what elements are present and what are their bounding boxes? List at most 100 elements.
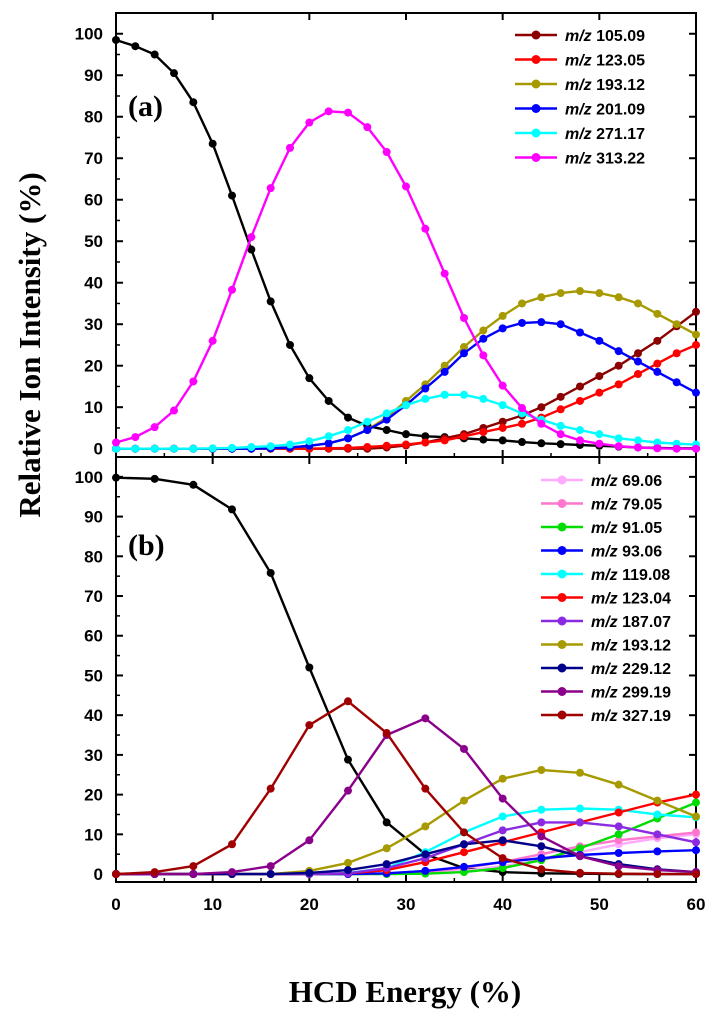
data-point [634, 443, 642, 452]
data-point [421, 714, 430, 723]
data-point [479, 394, 488, 403]
data-point [382, 415, 391, 424]
data-point [576, 804, 584, 813]
x-tick-label: 40 [493, 895, 512, 914]
y-tick-label: 40 [84, 274, 103, 293]
legend-marker [557, 616, 567, 626]
data-point [498, 311, 507, 320]
legend-marker [531, 104, 541, 113]
data-point [402, 430, 410, 439]
legend-label: m/z 93.06 [591, 544, 662, 561]
data-point [479, 435, 488, 444]
data-point [170, 69, 178, 78]
data-point [402, 401, 410, 410]
data-point [421, 224, 430, 233]
data-point [498, 436, 507, 445]
data-point [692, 870, 700, 879]
data-point [150, 50, 159, 59]
series-187-07 [112, 818, 700, 879]
data-point [653, 870, 662, 879]
panel-b: 0 10 20 30 40 50 60 70 80 90 100 0 10 20 30 40 50 60 (b) m/… [75, 456, 705, 914]
y-tick-label: 70 [84, 587, 103, 606]
data-point [266, 568, 275, 577]
data-point [576, 382, 584, 391]
data-point [614, 434, 623, 443]
data-point [498, 324, 507, 333]
y-tick-label: 80 [84, 108, 103, 127]
data-point [131, 444, 140, 453]
y-tick-label: 10 [84, 398, 103, 417]
data-point [189, 862, 198, 871]
data-point [189, 870, 198, 879]
data-point [537, 765, 546, 774]
data-point [208, 444, 217, 453]
data-point [344, 786, 352, 795]
legend-entry: m/z 187.07 [541, 614, 671, 631]
data-point [653, 810, 662, 819]
y-tick-label: 90 [84, 66, 103, 85]
data-point [653, 367, 662, 376]
data-point [440, 390, 449, 399]
data-point [498, 381, 507, 390]
legend-entry: m/z 271.17 [515, 126, 645, 143]
y-tick-label: 100 [75, 468, 103, 487]
data-point [498, 812, 507, 821]
panel-label: (a) [128, 90, 163, 123]
legend-label: m/z 123.04 [591, 591, 671, 608]
legend-marker [531, 153, 541, 162]
series-327-19 [112, 697, 700, 879]
x-tick-label: 50 [590, 895, 609, 914]
data-point [460, 828, 468, 837]
data-point [614, 862, 623, 871]
data-point [556, 289, 565, 298]
data-point [382, 860, 391, 869]
data-point [440, 361, 449, 370]
data-point [576, 396, 584, 405]
data-point [382, 426, 391, 435]
data-point [344, 866, 352, 875]
y-tick-label: 50 [84, 232, 103, 251]
data-point [479, 326, 488, 335]
data-point [208, 139, 217, 148]
data-point [344, 426, 352, 435]
data-point [614, 361, 623, 370]
data-point [634, 349, 642, 358]
data-point [460, 848, 468, 857]
data-point [595, 289, 604, 298]
series-line [116, 320, 697, 450]
legend-marker [557, 569, 567, 579]
data-point [653, 444, 662, 453]
data-point [402, 182, 410, 191]
data-point [614, 836, 623, 845]
data-point [344, 697, 352, 706]
data-point [402, 440, 410, 449]
y-tick-label: 100 [75, 25, 103, 44]
data-point [421, 438, 430, 447]
data-point [576, 852, 584, 861]
data-point [692, 444, 700, 453]
data-point [498, 864, 507, 873]
data-point [518, 299, 526, 308]
y-tick-label: 0 [94, 865, 103, 884]
y-tick-label: 30 [84, 746, 103, 765]
data-point [614, 869, 623, 878]
data-point [286, 440, 294, 449]
data-point [537, 805, 546, 814]
data-point [537, 842, 546, 851]
data-point [344, 443, 352, 452]
x-axis-title: HCD Energy (%) [289, 974, 521, 1009]
data-point [382, 441, 391, 450]
y-tick-label: 20 [84, 357, 103, 376]
data-point [421, 850, 430, 859]
data-point [112, 35, 120, 44]
data-point [382, 844, 391, 853]
data-point [421, 394, 430, 403]
data-point [498, 826, 507, 835]
data-point [247, 245, 256, 254]
data-point [692, 388, 700, 397]
data-point [537, 865, 546, 874]
data-point [498, 417, 507, 426]
data-point [189, 98, 198, 107]
data-point [266, 184, 275, 193]
data-point [614, 822, 623, 831]
